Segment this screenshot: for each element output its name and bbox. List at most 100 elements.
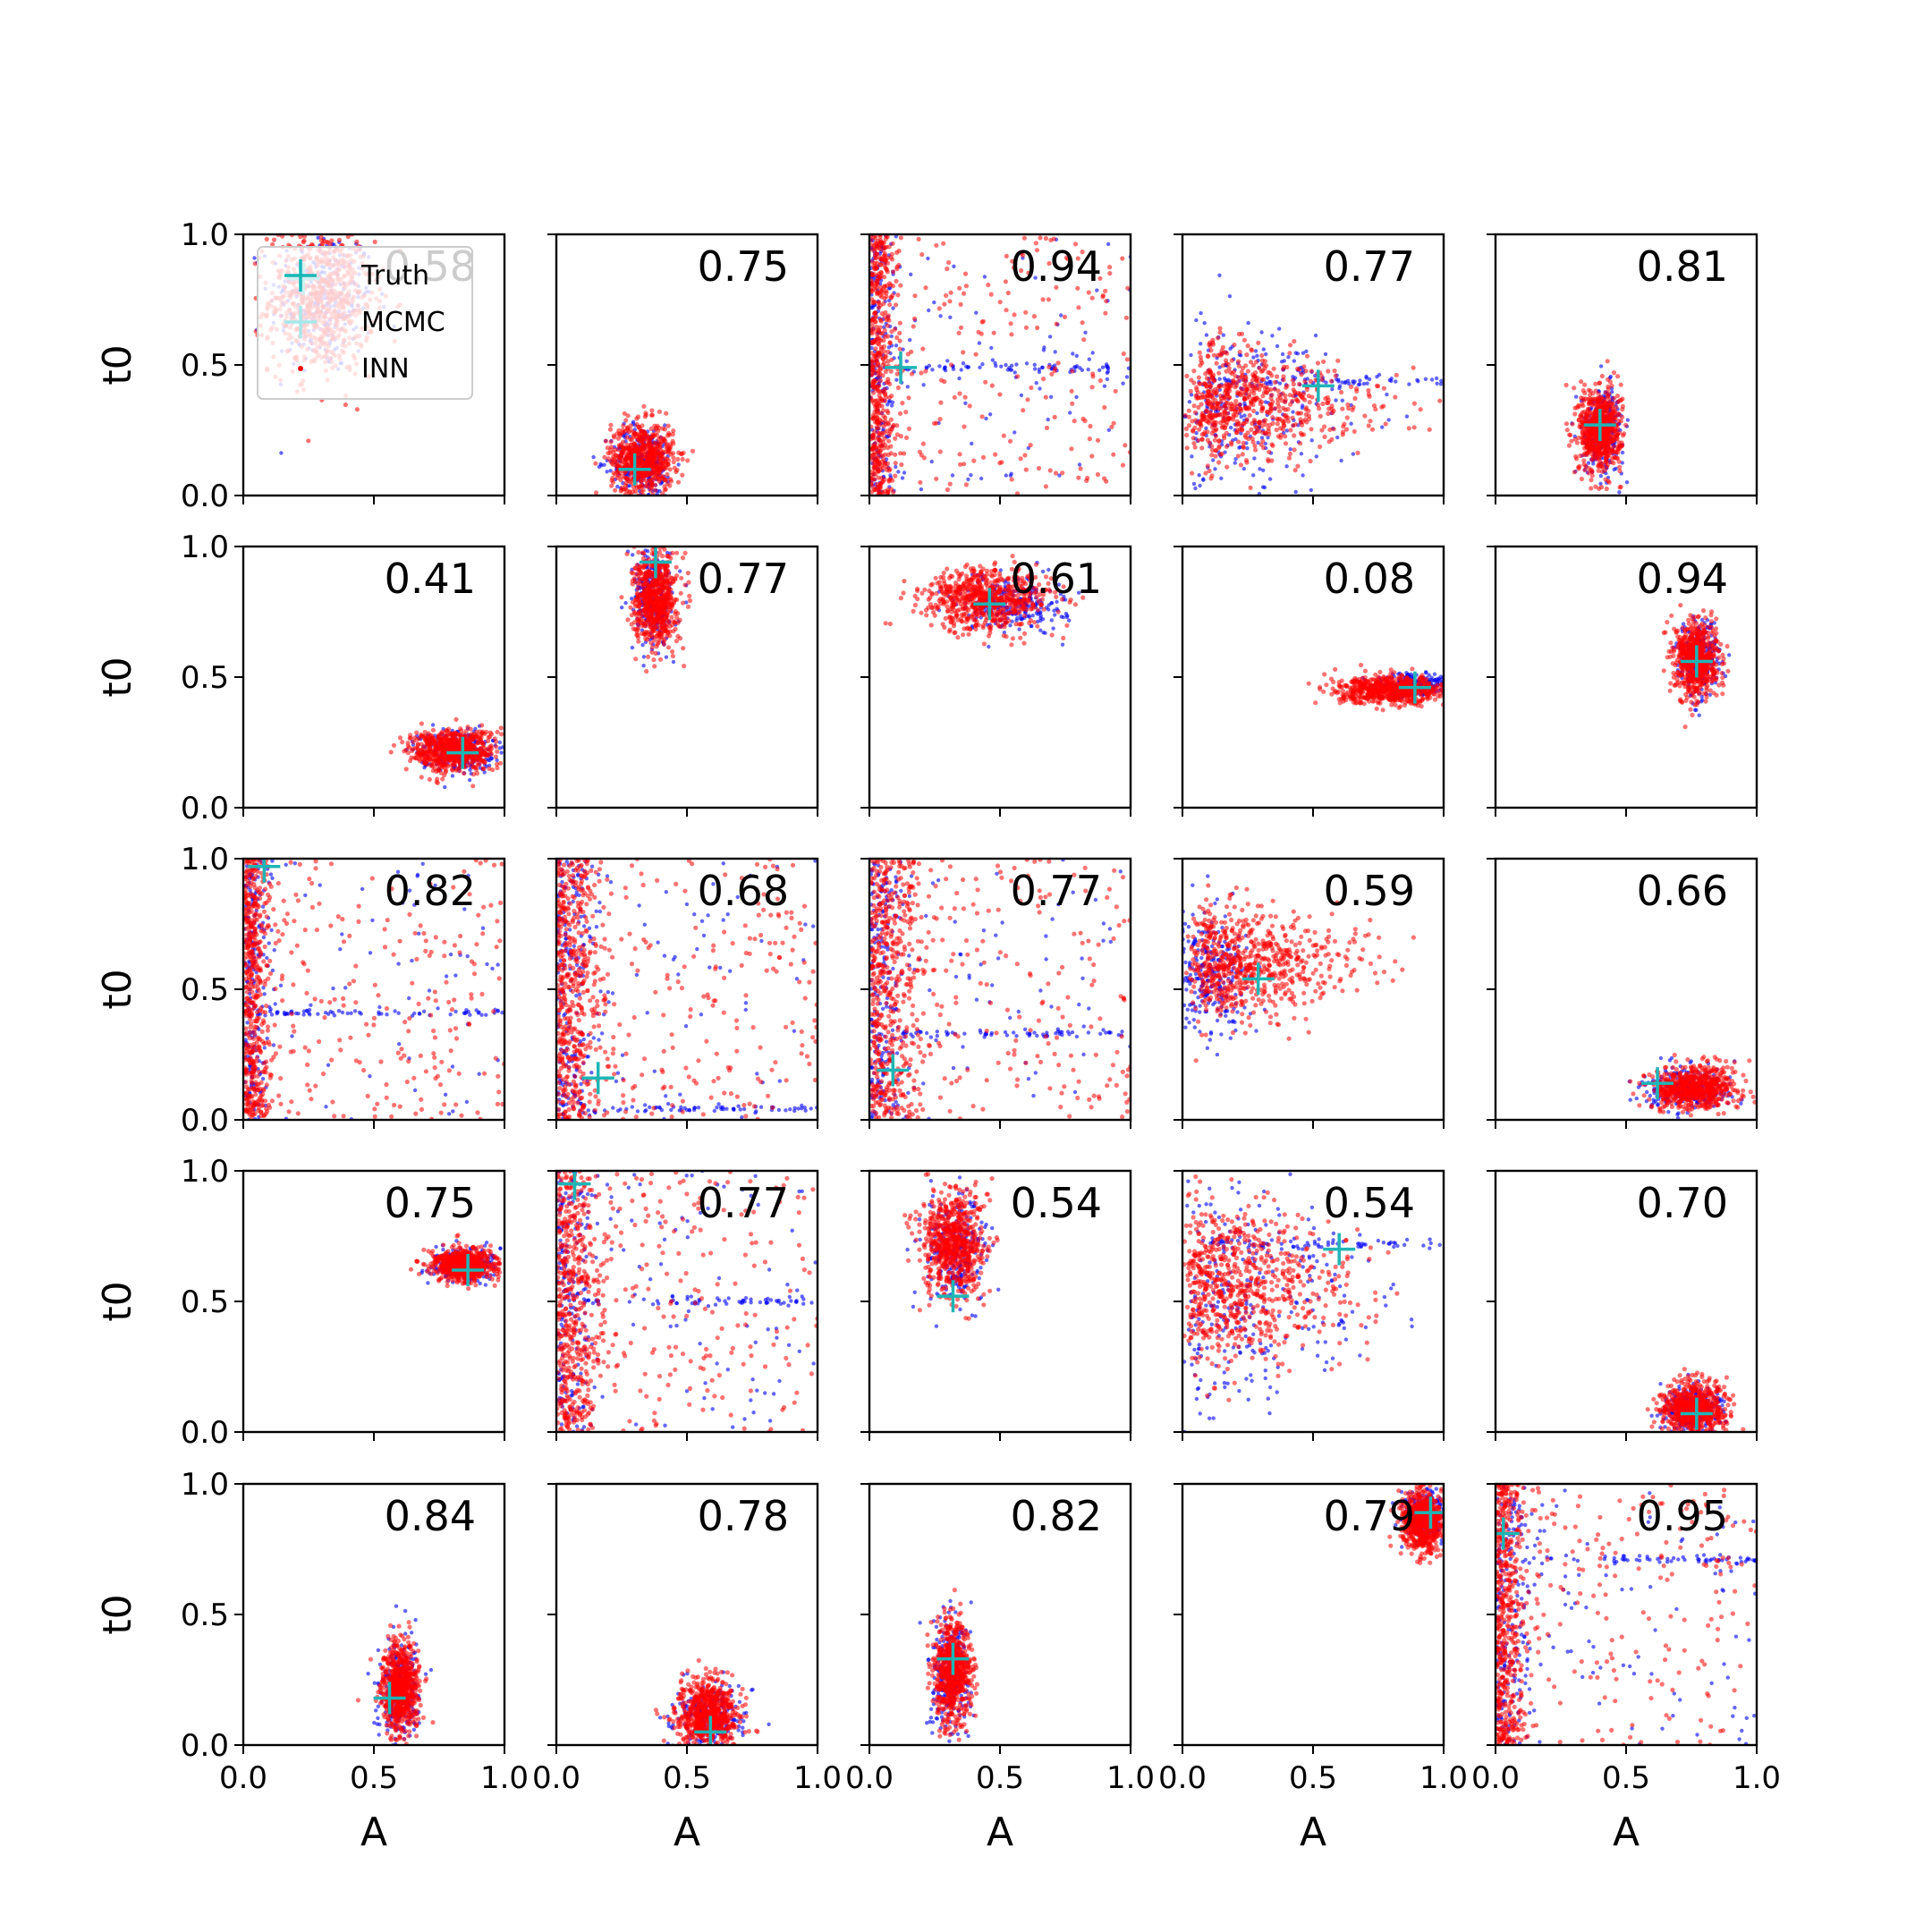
inn-point [1211, 428, 1216, 434]
inn-point [886, 431, 892, 437]
inn-point [1203, 470, 1208, 476]
inn-point [897, 330, 902, 335]
inn-point [1592, 430, 1597, 436]
inn-point [1345, 402, 1351, 408]
inn-point [1216, 385, 1221, 390]
inn-point [894, 278, 899, 284]
mcmc-point [952, 264, 956, 268]
inn-point [1268, 402, 1274, 407]
inn-point [1081, 337, 1087, 343]
inn-point [893, 452, 898, 457]
inn-point [641, 431, 648, 436]
inn-point [1235, 379, 1241, 385]
inn-point [884, 380, 889, 386]
inn-point [1284, 413, 1289, 419]
inn-point [873, 346, 878, 352]
inn-point [1594, 402, 1599, 407]
inn-point [1217, 412, 1223, 418]
inn-point [1197, 350, 1202, 355]
inn-point [1209, 375, 1215, 380]
inn-point [666, 449, 672, 455]
inn-point [660, 463, 665, 469]
inn-point [1606, 417, 1611, 422]
inn-point [640, 449, 646, 454]
inn-point [1022, 453, 1028, 458]
inn-point [874, 280, 879, 285]
mcmc-point [1258, 467, 1262, 471]
mcmc-point [1229, 425, 1233, 430]
inn-point [886, 318, 892, 323]
mcmc-point [889, 403, 894, 408]
inn-point [1198, 354, 1203, 360]
inn-point [1025, 397, 1030, 402]
mcmc-point [908, 337, 912, 343]
mcmc-point [1252, 456, 1257, 461]
inn-point [1315, 360, 1321, 366]
inn-point [647, 438, 652, 445]
mcmc-point [909, 272, 913, 276]
mcmc-point [1242, 413, 1247, 418]
inn-point [877, 437, 882, 443]
inn-point [917, 449, 922, 454]
inn-point [670, 431, 675, 437]
inn-point [882, 327, 887, 333]
inn-point [1614, 394, 1621, 399]
mcmc-point [1261, 468, 1266, 472]
inn-point [318, 238, 325, 243]
inn-point [1095, 471, 1101, 478]
mcmc-point [1256, 440, 1260, 445]
inn-point [879, 243, 885, 249]
inn-point [1252, 430, 1258, 436]
inn-point [1597, 445, 1603, 450]
inn-point [1581, 458, 1587, 463]
inn-point [1214, 360, 1219, 366]
inn-point [869, 339, 876, 344]
inn-point [1004, 308, 1009, 313]
inn-point [1617, 398, 1623, 403]
inn-point [1309, 427, 1314, 432]
inn-point [660, 460, 665, 465]
mcmc-point [602, 462, 606, 467]
inn-point [1123, 443, 1128, 448]
mcmc-point [1190, 454, 1194, 459]
inn-point [1238, 406, 1243, 411]
inn-point [1297, 391, 1303, 396]
inn-point [1602, 468, 1607, 473]
mcmc-point [1199, 310, 1203, 316]
inn-point [879, 403, 885, 409]
inn-point [1383, 421, 1388, 427]
inn-point [1281, 420, 1286, 426]
inn-point [1318, 444, 1323, 450]
inn-point [871, 272, 877, 277]
mcmc-point [870, 305, 875, 310]
inn-point [675, 479, 682, 485]
mcmc-point [1291, 410, 1295, 414]
inn-point [1277, 409, 1283, 414]
inn-point [607, 427, 614, 432]
inn-point [649, 412, 656, 418]
inn-point [1251, 418, 1257, 423]
inn-point [1586, 449, 1591, 454]
inn-point [1589, 467, 1594, 472]
inn-point [668, 442, 674, 447]
inn-point [680, 472, 685, 478]
inn-point [656, 465, 661, 470]
mcmc-point [1100, 365, 1106, 369]
inn-point [624, 442, 630, 447]
mcmc-point [1255, 411, 1259, 416]
inn-point [1221, 433, 1226, 438]
inn-point [869, 242, 874, 248]
inn-point [1611, 444, 1616, 449]
inn-point [1340, 429, 1346, 435]
inn-point [1060, 470, 1065, 476]
inn-point [1038, 235, 1043, 241]
mcmc-point [1266, 376, 1270, 380]
inn-point [1184, 445, 1190, 451]
inn-point [252, 261, 258, 267]
inn-point [354, 407, 360, 412]
inn-point [1053, 366, 1058, 371]
inn-point [878, 256, 884, 262]
inn-point [624, 435, 630, 440]
mcmc-point [927, 363, 932, 369]
inn-point [898, 451, 903, 456]
